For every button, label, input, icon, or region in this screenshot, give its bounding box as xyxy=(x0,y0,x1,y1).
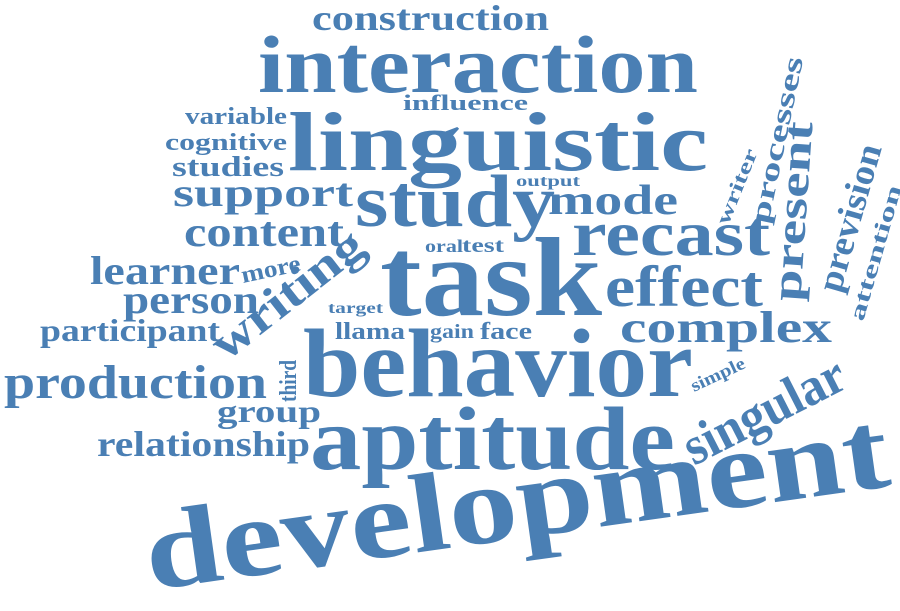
word: support xyxy=(173,170,354,215)
word: behavior xyxy=(303,310,693,418)
word: variable xyxy=(185,104,287,130)
word: test xyxy=(462,235,504,257)
word: participant xyxy=(40,312,220,348)
word: relationship xyxy=(97,424,310,464)
word: production xyxy=(4,356,267,409)
word: oral xyxy=(425,236,463,256)
word: content xyxy=(184,210,344,256)
word: recast xyxy=(572,198,771,269)
word: study xyxy=(355,161,555,243)
word: cognitive xyxy=(165,130,287,156)
word: group xyxy=(217,393,321,429)
word: aptitude xyxy=(310,390,675,489)
word: person xyxy=(123,277,259,322)
word: task xyxy=(380,216,603,340)
word: studies xyxy=(172,152,284,183)
word: llama xyxy=(335,319,405,345)
word: target xyxy=(328,300,384,317)
word: effect xyxy=(605,254,764,319)
word: output xyxy=(516,173,581,190)
word: influence xyxy=(403,90,528,115)
word: face xyxy=(480,319,532,345)
word: linguistic xyxy=(288,96,708,189)
word: third xyxy=(276,359,302,402)
word: interaction xyxy=(258,19,698,110)
word: learner xyxy=(90,248,240,293)
word: complex xyxy=(620,303,832,352)
word: construction xyxy=(312,0,549,38)
word: gain xyxy=(430,321,474,343)
word: mode xyxy=(548,178,678,224)
